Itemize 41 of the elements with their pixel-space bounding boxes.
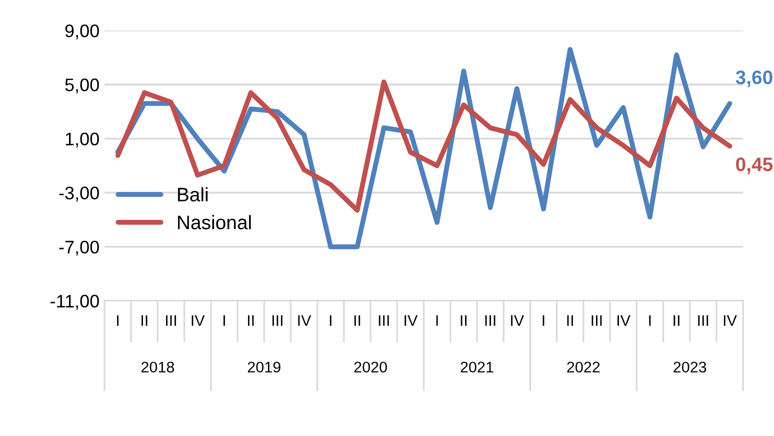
x-tick-label: IV [192,315,205,326]
text: 2020 [354,362,387,373]
x-tick-label: II [248,315,254,326]
x-tick-label: I [649,315,651,326]
y-tick-label: -7,00 [59,240,99,256]
text: 2019 [248,362,280,373]
x-tick-label: II [674,315,680,326]
text: 2018 [141,362,174,373]
x-tick-label: II [460,315,467,326]
x-tick-label: I [117,315,119,326]
x-tick-label: I [224,315,225,326]
x-tick-label: I [542,315,544,326]
x-tick-label: IV [618,315,630,326]
line-series [115,79,732,213]
x-tick-label: II [142,315,148,326]
data-label: 3,60 [736,70,772,88]
y-tick-label: -3,00 [59,186,99,202]
y-tick-label: -11,00 [50,294,99,310]
y-tick-label: 9,00 [65,24,99,40]
data-label: 0,45 [736,158,773,174]
legend-label: Nasional [178,215,251,230]
text: 2023 [674,362,706,373]
x-tick-label: II [567,315,573,326]
x-tick-label: III [378,315,389,326]
y-tick-label: 5,00 [65,78,99,94]
x-tick-label: I [436,315,438,326]
x-tick-label: III [272,315,282,326]
legend-label: Bali [178,187,208,202]
x-tick-label: IV [298,315,312,326]
x-tick-label: III [592,315,602,326]
x-tick-label: I [330,315,332,326]
x-tick-label: III [485,315,496,326]
x-tick-label: III [698,315,708,326]
x-tick-label: IV [724,315,737,326]
text: 2021 [460,362,494,373]
x-tick-label: IV [511,315,524,326]
x-tick-label: III [166,315,176,326]
text: 2022 [567,362,600,373]
x-tick-label: II [354,315,360,326]
x-tick-label: IV [404,315,418,326]
y-tick-label: 1,00 [66,132,99,148]
